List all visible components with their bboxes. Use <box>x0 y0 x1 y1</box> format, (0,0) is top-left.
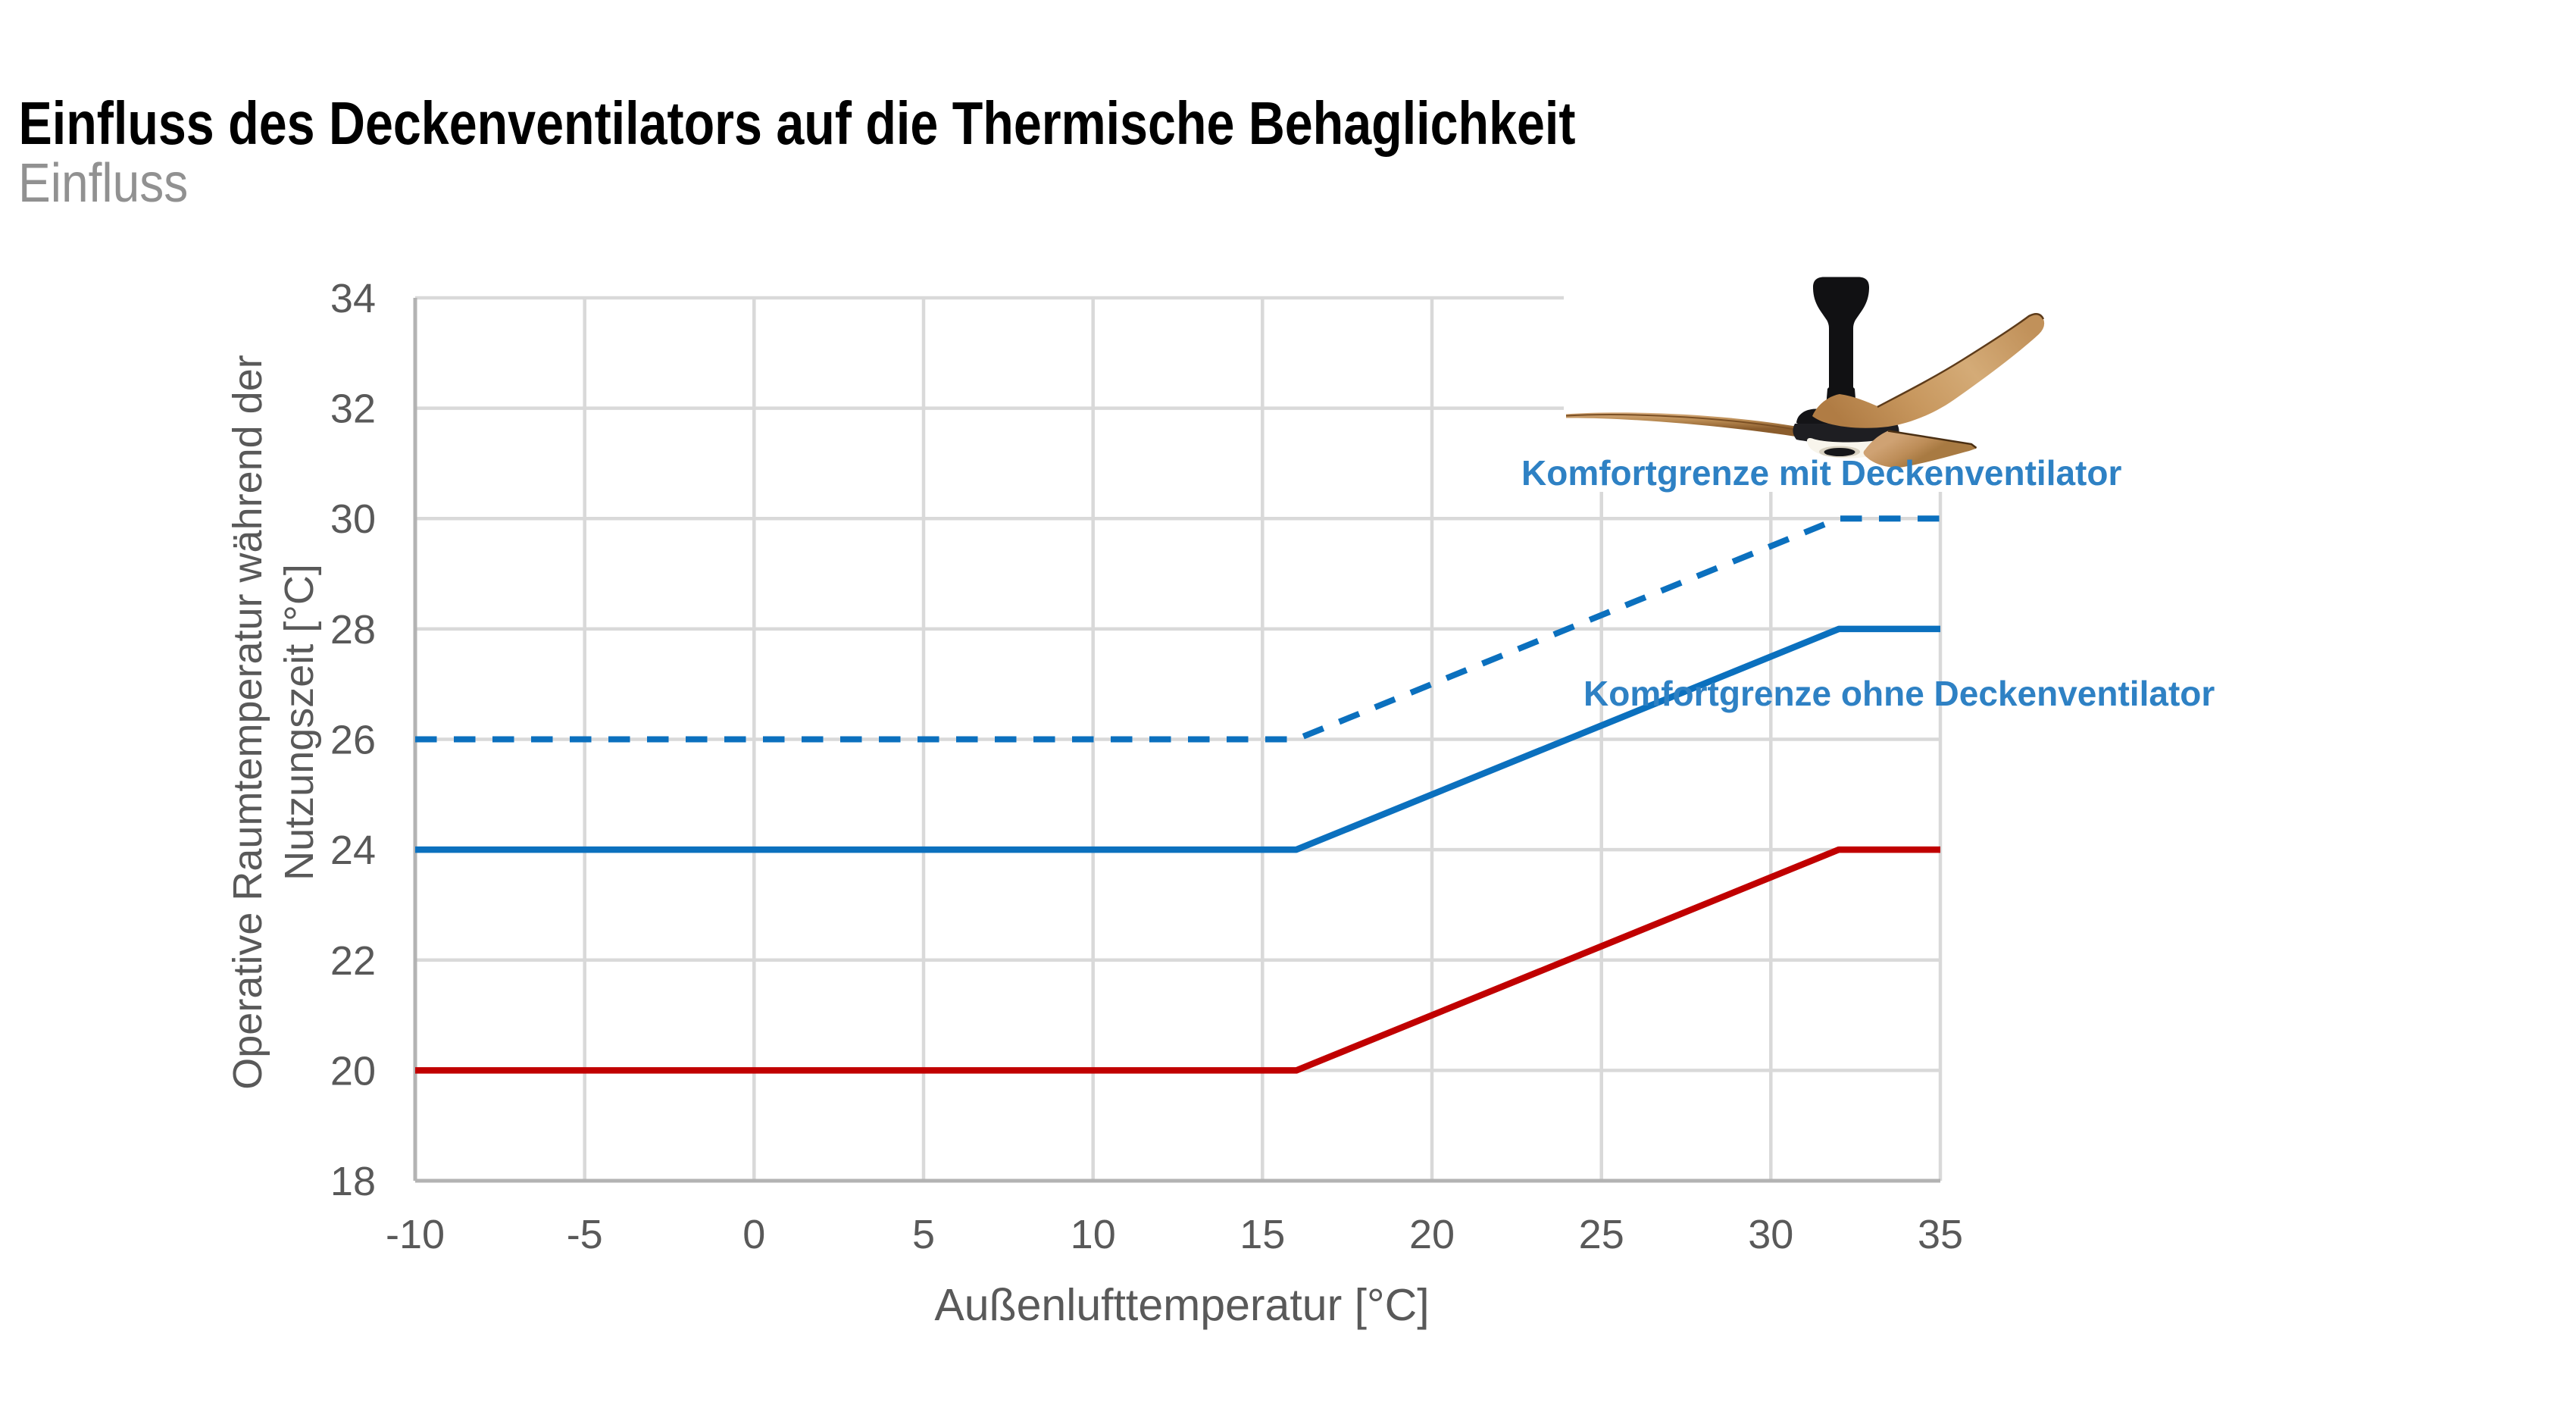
svg-text:Komfortgrenze mit Deckenventil: Komfortgrenze mit Deckenventilator <box>1521 453 2121 493</box>
svg-text:-5: -5 <box>567 1212 603 1257</box>
svg-text:32: 32 <box>330 387 376 432</box>
svg-text:26: 26 <box>330 718 376 763</box>
svg-text:20: 20 <box>1409 1212 1455 1257</box>
svg-text:15: 15 <box>1240 1212 1285 1257</box>
svg-text:Außenlufttemperatur [°C]: Außenlufttemperatur [°C] <box>934 1280 1429 1330</box>
svg-text:22: 22 <box>330 938 376 984</box>
svg-text:30: 30 <box>1748 1212 1793 1257</box>
svg-text:20: 20 <box>330 1048 376 1094</box>
svg-text:25: 25 <box>1579 1212 1624 1257</box>
svg-text:34: 34 <box>330 276 376 321</box>
svg-text:5: 5 <box>912 1212 935 1257</box>
svg-text:Komfortgrenze ohne Deckenventi: Komfortgrenze ohne Deckenventilator <box>1583 674 2215 713</box>
svg-text:30: 30 <box>330 496 376 542</box>
svg-text:35: 35 <box>1918 1212 1963 1257</box>
svg-text:-10: -10 <box>386 1212 445 1257</box>
svg-text:10: 10 <box>1071 1212 1116 1257</box>
svg-text:18: 18 <box>330 1159 376 1204</box>
svg-text:28: 28 <box>330 607 376 653</box>
svg-text:24: 24 <box>330 828 376 873</box>
svg-text:Nutzungszeit [°C]: Nutzungszeit [°C] <box>277 564 322 881</box>
svg-text:Einfluss des Deckenventilators: Einfluss des Deckenventilators auf die T… <box>19 89 1576 157</box>
svg-text:Operative Raumtemperatur währe: Operative Raumtemperatur während der <box>225 355 270 1089</box>
svg-text:Einfluss: Einfluss <box>18 153 188 214</box>
svg-text:0: 0 <box>742 1212 765 1257</box>
